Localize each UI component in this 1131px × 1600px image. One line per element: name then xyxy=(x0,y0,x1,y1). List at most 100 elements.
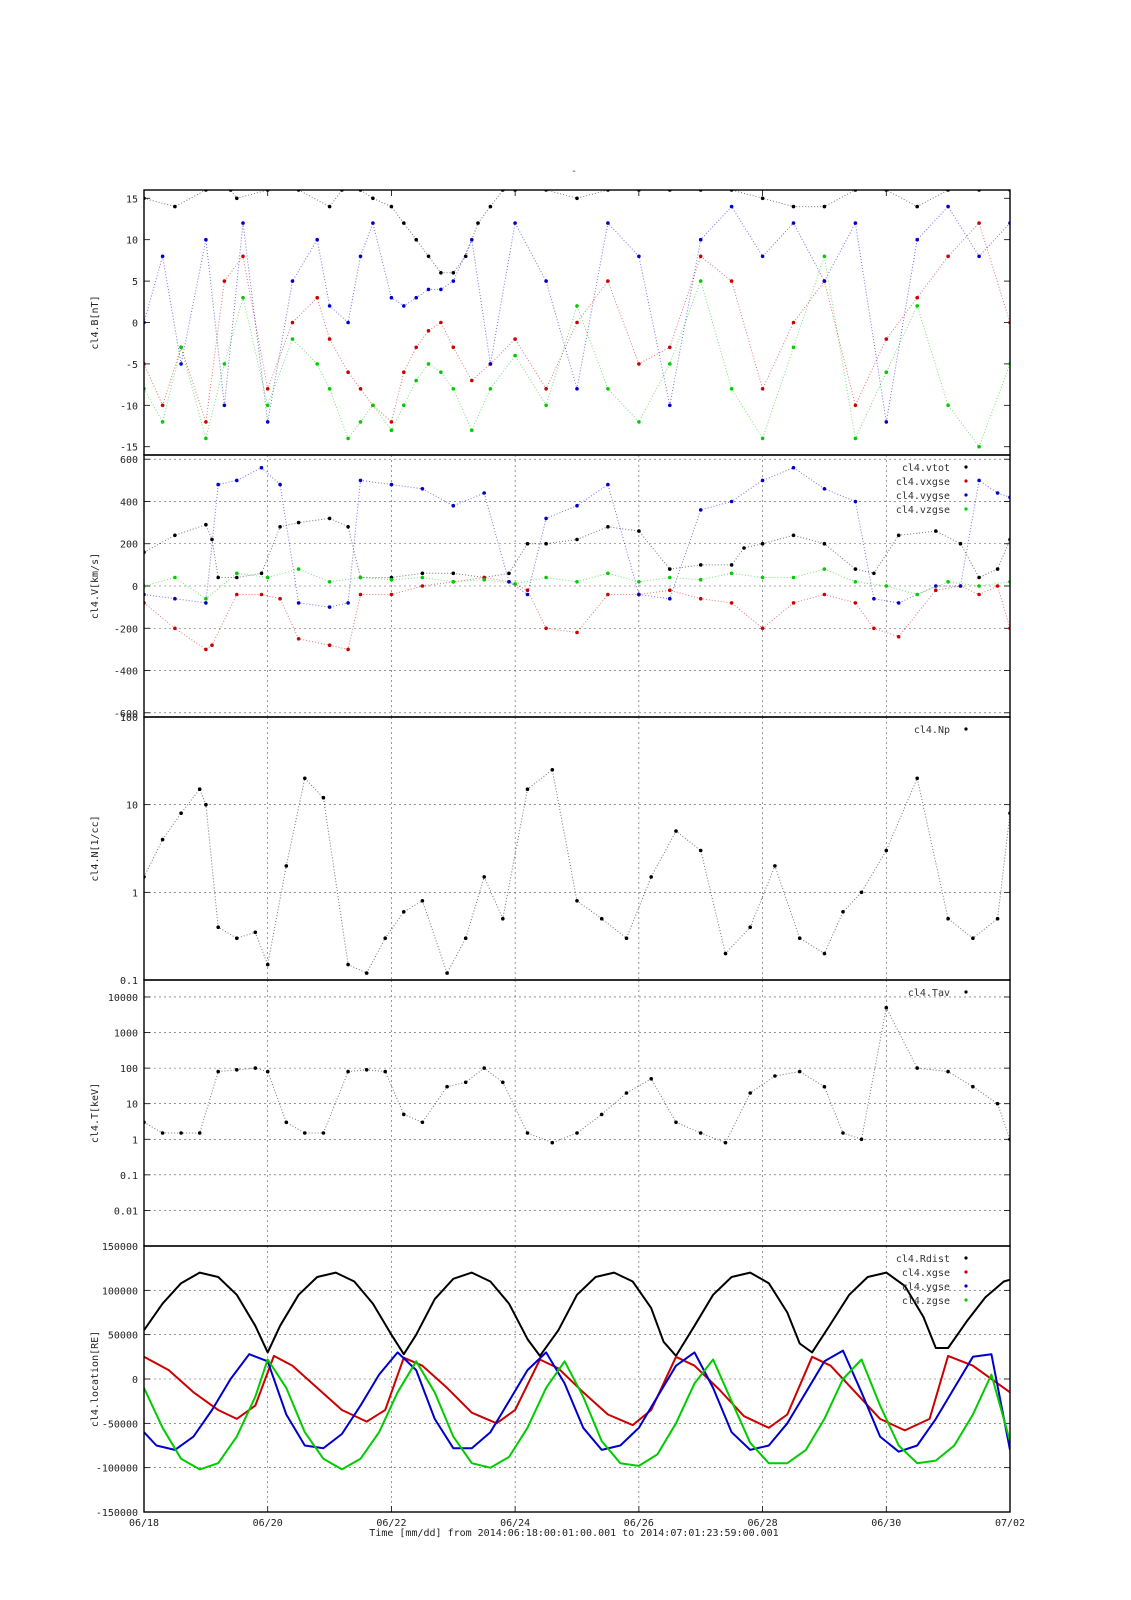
data-point xyxy=(383,1069,388,1074)
data-point xyxy=(637,254,641,259)
data-point xyxy=(445,971,449,975)
data-point xyxy=(822,487,827,491)
data-point xyxy=(853,403,858,408)
data-point xyxy=(402,221,406,225)
data-point xyxy=(971,1084,975,1089)
series-trace xyxy=(144,205,1010,422)
data-point xyxy=(426,254,431,259)
data-point xyxy=(371,403,375,408)
data-point xyxy=(204,647,208,652)
data-point xyxy=(791,345,796,350)
data-point xyxy=(507,580,511,584)
data-point xyxy=(698,254,703,259)
data-point xyxy=(575,196,579,201)
data-point xyxy=(946,403,950,408)
data-point xyxy=(315,295,320,300)
data-point xyxy=(544,541,548,546)
data-point xyxy=(296,637,301,641)
data-point xyxy=(915,592,919,597)
series-trace xyxy=(144,568,1010,600)
data-point xyxy=(197,787,202,791)
data-point xyxy=(729,387,734,391)
data-point xyxy=(822,254,827,259)
data-point xyxy=(439,287,443,292)
plot-area xyxy=(144,1271,1010,1471)
data-point xyxy=(977,478,981,483)
y-tick-label: 200 xyxy=(120,540,138,551)
data-point xyxy=(637,362,641,366)
data-point xyxy=(773,864,777,868)
data-point xyxy=(575,304,579,308)
series-trace xyxy=(144,256,1010,448)
data-point xyxy=(729,279,734,283)
data-point xyxy=(265,420,270,424)
y-tick-label: 100000 xyxy=(102,1286,138,1297)
data-point xyxy=(606,387,610,391)
data-point xyxy=(327,643,332,647)
x-tick-label: 06/28 xyxy=(748,1518,778,1529)
data-point xyxy=(358,478,363,483)
data-point xyxy=(513,582,517,586)
data-point xyxy=(327,304,332,308)
data-point xyxy=(575,899,579,903)
data-point xyxy=(222,403,227,408)
series-4 xyxy=(144,567,1010,601)
x-tick-label: 06/20 xyxy=(253,1518,283,1529)
data-point xyxy=(791,533,796,538)
data-point xyxy=(934,584,938,588)
legend-entry: cl4.Np xyxy=(914,725,950,736)
data-point xyxy=(668,567,672,571)
panel-frame xyxy=(143,1245,1011,1513)
data-point xyxy=(476,221,480,225)
data-point xyxy=(797,936,802,940)
y-tick-label: 10 xyxy=(126,236,138,247)
data-point xyxy=(637,420,641,424)
data-point xyxy=(414,378,419,383)
legend: cl4.Np xyxy=(914,725,968,736)
data-point xyxy=(235,478,239,483)
data-point xyxy=(624,1091,629,1095)
data-point xyxy=(402,403,406,408)
legend-entry: cl4.Rdist xyxy=(896,1254,950,1265)
data-point xyxy=(606,279,610,283)
panel-1: -15 -10 -5 0 5 10 15 cl4.B[nT] xyxy=(90,189,1011,456)
data-point xyxy=(315,362,320,366)
data-point xyxy=(760,196,765,201)
data-point xyxy=(698,279,703,283)
legend-marker xyxy=(964,493,968,497)
x-tick-label: 07/02 xyxy=(995,1518,1025,1529)
data-point xyxy=(173,575,177,580)
legend-entry: cl4.vzgse xyxy=(896,505,950,516)
data-point xyxy=(599,916,604,921)
data-point xyxy=(723,1140,728,1145)
y-tick-label: 10 xyxy=(126,801,138,812)
data-point xyxy=(290,337,295,341)
data-point xyxy=(884,420,889,424)
data-point xyxy=(179,345,183,350)
data-point xyxy=(668,575,672,580)
y-tick-label: -400 xyxy=(114,667,138,678)
y-tick-label: 5 xyxy=(132,277,138,288)
data-point xyxy=(296,520,301,525)
data-point xyxy=(160,1131,165,1135)
data-point xyxy=(606,525,610,529)
data-point xyxy=(235,592,239,597)
data-point xyxy=(575,387,579,391)
data-point xyxy=(841,910,845,914)
data-point xyxy=(160,254,165,259)
data-point xyxy=(488,362,493,366)
panel-4: 0.01 0.1 1 10 100 1000 10000 cl4.T[keV] cl4.Tav xyxy=(90,979,1011,1247)
data-point xyxy=(389,428,394,433)
data-point xyxy=(488,387,493,391)
data-point xyxy=(513,337,517,341)
data-point xyxy=(742,546,746,550)
y-tick-label: 10000 xyxy=(108,993,138,1004)
data-point xyxy=(321,1131,326,1135)
series-line xyxy=(144,1349,1010,1453)
series-1 xyxy=(144,768,1010,975)
legend-entry: cl4.zgse xyxy=(902,1296,950,1307)
data-point xyxy=(637,580,641,584)
data-point xyxy=(204,596,208,601)
data-point xyxy=(235,936,239,940)
data-point xyxy=(507,571,511,576)
